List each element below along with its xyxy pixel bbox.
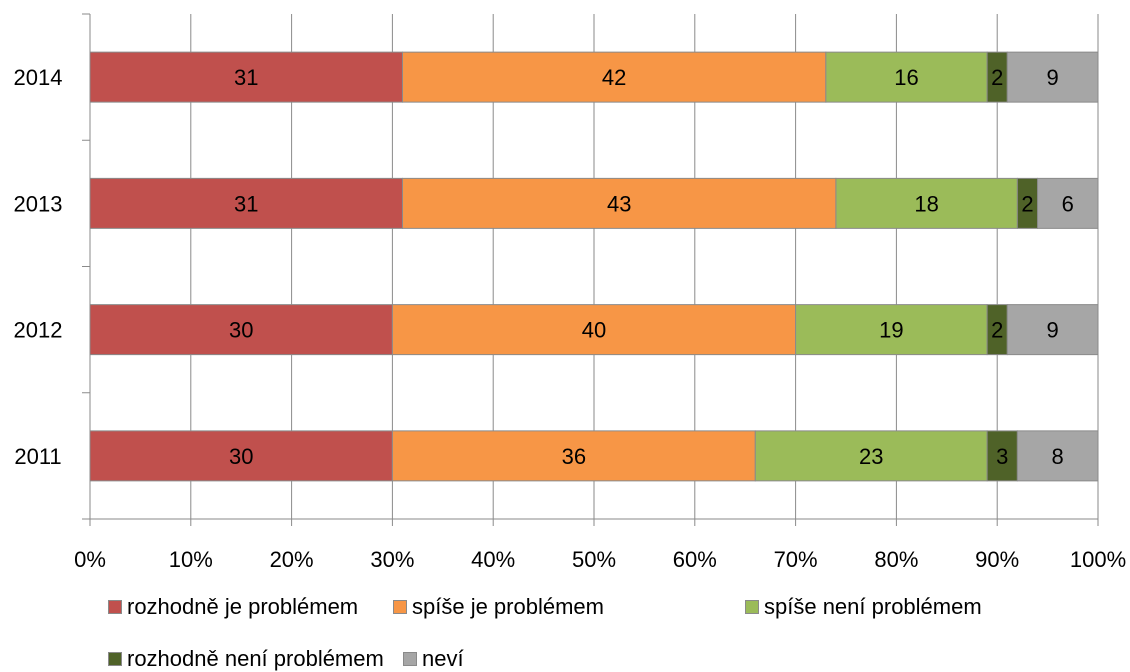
bar-segment bbox=[391, 430, 756, 482]
bar-segment bbox=[401, 51, 827, 103]
x-tick-label: 100% bbox=[1070, 547, 1126, 572]
tick-labels: 0% 10% 20% 30% 40% 50% 60% 70% 80% 90% 100% 2014 201… bbox=[14, 65, 1127, 572]
x-tick-label: 0% bbox=[74, 547, 106, 572]
data-label: 43 bbox=[607, 191, 631, 216]
x-tick-label: 80% bbox=[874, 547, 918, 572]
data-label: 30 bbox=[229, 444, 253, 469]
bars: 31 42 16 2 9 31 43 18 2 6 30 40 19 2 9 30 36 23 3 8 bbox=[89, 51, 1099, 482]
data-label: 8 bbox=[1052, 444, 1064, 469]
data-label: 19 bbox=[879, 318, 903, 343]
data-label: 40 bbox=[582, 318, 606, 343]
axes bbox=[82, 13, 1099, 526]
x-tick-label: 30% bbox=[370, 547, 414, 572]
y-tick-label: 2012 bbox=[14, 318, 63, 343]
data-label: 16 bbox=[894, 65, 918, 90]
bar-segment bbox=[89, 430, 393, 482]
data-label: 42 bbox=[602, 65, 626, 90]
x-tick-label: 40% bbox=[471, 547, 515, 572]
data-label: 36 bbox=[562, 444, 586, 469]
bar-segment bbox=[986, 430, 1018, 482]
bar-segment bbox=[391, 304, 797, 356]
x-tick-label: 70% bbox=[774, 547, 818, 572]
data-label: 30 bbox=[229, 318, 253, 343]
data-label: 9 bbox=[1047, 65, 1059, 90]
x-tick-label: 10% bbox=[169, 547, 213, 572]
bar-segment bbox=[754, 430, 988, 482]
x-tick-label: 60% bbox=[673, 547, 717, 572]
bar-segment bbox=[89, 304, 393, 356]
data-label: 9 bbox=[1047, 318, 1059, 343]
bar-segment bbox=[825, 51, 988, 103]
data-label: 6 bbox=[1062, 191, 1074, 216]
data-label: 18 bbox=[914, 191, 938, 216]
data-label: 31 bbox=[234, 65, 258, 90]
y-tick-label: 2011 bbox=[14, 444, 61, 469]
bar-segment bbox=[89, 177, 403, 229]
y-tick-label: 2014 bbox=[14, 65, 63, 90]
data-label: 2 bbox=[1021, 191, 1033, 216]
x-tick-label: 20% bbox=[270, 547, 314, 572]
bar-segment bbox=[835, 177, 1018, 229]
x-tick-label: 50% bbox=[572, 547, 616, 572]
bar-segment bbox=[1006, 304, 1099, 356]
data-label: 23 bbox=[859, 444, 883, 469]
data-label: 2 bbox=[991, 318, 1003, 343]
bar-segment bbox=[1016, 430, 1099, 482]
data-label: 31 bbox=[234, 191, 258, 216]
y-tick-label: 2013 bbox=[14, 191, 63, 216]
data-label: 3 bbox=[996, 444, 1008, 469]
bar-segment bbox=[1006, 51, 1099, 103]
bar-segment bbox=[1037, 177, 1099, 229]
bar-segment bbox=[401, 177, 837, 229]
x-tick-label: 90% bbox=[975, 547, 1019, 572]
data-label: 2 bbox=[991, 65, 1003, 90]
